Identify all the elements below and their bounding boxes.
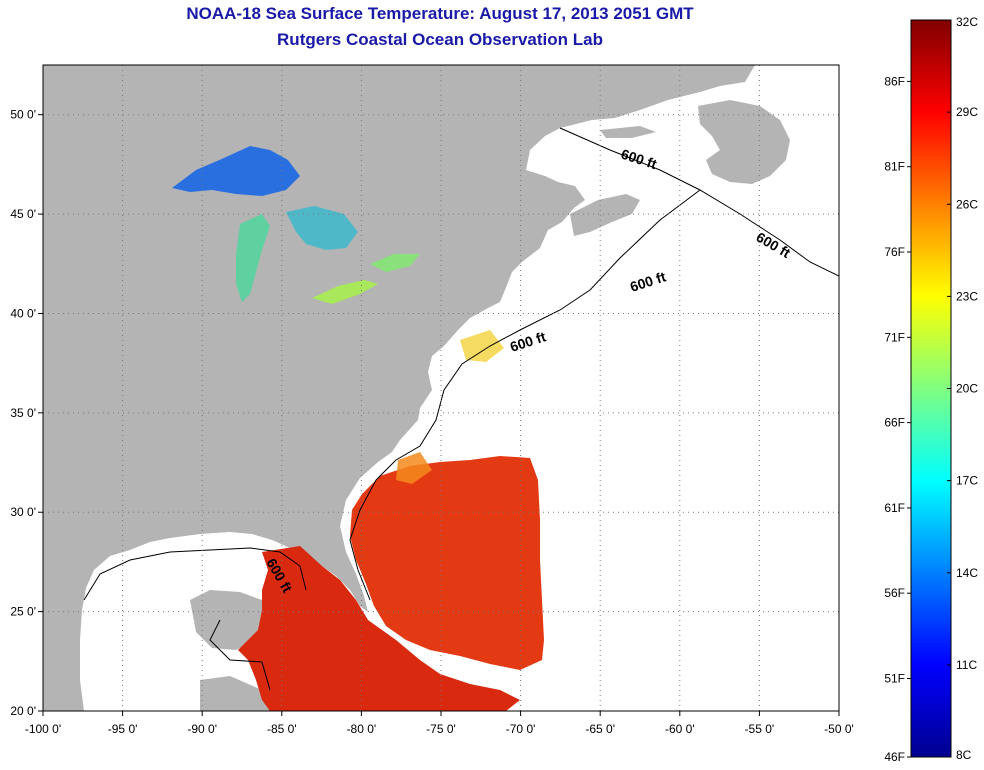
lake-superior xyxy=(172,146,300,196)
lon-tick-label: -70 0' xyxy=(506,722,536,736)
lon-tick-label: -100 0' xyxy=(25,722,61,736)
lat-tick-label: 30 0' xyxy=(10,505,36,519)
colorbar-label-fahrenheit: 61F xyxy=(884,501,905,515)
land-nova-scotia xyxy=(570,194,640,236)
colorbar-labels: 32C 29C 26C 23C 20C 17C 14C 11C 8C 86F 81F 76F 71F 66… xyxy=(884,15,978,764)
map-subtitle: Rutgers Coastal Ocean Observation Lab xyxy=(277,30,603,49)
sst-gulf-florida xyxy=(238,546,520,711)
lat-tick-label: 50 0' xyxy=(10,108,36,122)
colorbar-label-celsius: 14C xyxy=(956,566,978,580)
lake-huron xyxy=(286,206,358,250)
lat-tick-label: 20 0' xyxy=(10,704,36,718)
map-title: NOAA-18 Sea Surface Temperature: August … xyxy=(186,4,694,23)
lat-tick-label: 40 0' xyxy=(10,306,36,320)
colorbar-label-celsius: 8C xyxy=(956,748,972,762)
latitude-axis: 50 0' 45 0' 40 0' 35 0' 30 0' 25 0' 20 0' xyxy=(10,108,43,718)
lon-tick-label: -85 0' xyxy=(267,722,297,736)
lat-tick-label: 45 0' xyxy=(10,207,36,221)
lon-tick-label: -90 0' xyxy=(187,722,217,736)
lon-tick-label: -75 0' xyxy=(426,722,456,736)
colorbar-label-celsius: 29C xyxy=(956,105,978,119)
sst-coastal-yellow xyxy=(460,330,504,362)
colorbar-label-fahrenheit: 76F xyxy=(884,245,905,259)
colorbar-label-celsius: 17C xyxy=(956,474,978,488)
colorbar-label-celsius: 26C xyxy=(956,197,978,211)
colorbar-label-fahrenheit: 51F xyxy=(884,672,905,686)
colorbar-label-fahrenheit: 66F xyxy=(884,416,905,430)
colorbar-label-celsius: 20C xyxy=(956,382,978,396)
lat-tick-label: 25 0' xyxy=(10,605,36,619)
lon-tick-label: -50 0' xyxy=(824,722,854,736)
lon-tick-label: -60 0' xyxy=(665,722,695,736)
lon-tick-label: -80 0' xyxy=(347,722,377,736)
lon-tick-label: -95 0' xyxy=(108,722,138,736)
land-yucatan xyxy=(190,590,268,650)
lake-michigan xyxy=(236,214,270,302)
colorbar-label-celsius: 11C xyxy=(956,658,977,672)
colorbar xyxy=(910,19,952,758)
land-anticosti xyxy=(600,126,656,138)
lake-ontario xyxy=(370,254,420,272)
colorbar-label-celsius: 32C xyxy=(956,15,978,29)
colorbar-label-fahrenheit: 56F xyxy=(884,586,905,600)
sst-atlantic-warm xyxy=(350,456,544,670)
colorbar-label-fahrenheit: 86F xyxy=(884,74,905,88)
land-newfoundland xyxy=(698,100,790,184)
contour-600ft xyxy=(83,127,839,691)
land-north-america xyxy=(43,65,755,711)
lon-tick-label: -55 0' xyxy=(745,722,775,736)
colorbar-label-fahrenheit: 81F xyxy=(884,160,905,174)
colorbar-label-celsius: 23C xyxy=(956,289,978,303)
lon-tick-label: -65 0' xyxy=(585,722,615,736)
colorbar-label-fahrenheit: 71F xyxy=(884,330,905,344)
colorbar-label-fahrenheit: 46F xyxy=(884,750,905,764)
longitude-axis: -100 0' -95 0' -90 0' -85 0' -80 0' -75 0' -70… xyxy=(25,711,854,736)
lat-tick-label: 35 0' xyxy=(10,406,36,420)
sst-atlantic-orange xyxy=(396,452,432,484)
land-central-america xyxy=(200,676,280,711)
